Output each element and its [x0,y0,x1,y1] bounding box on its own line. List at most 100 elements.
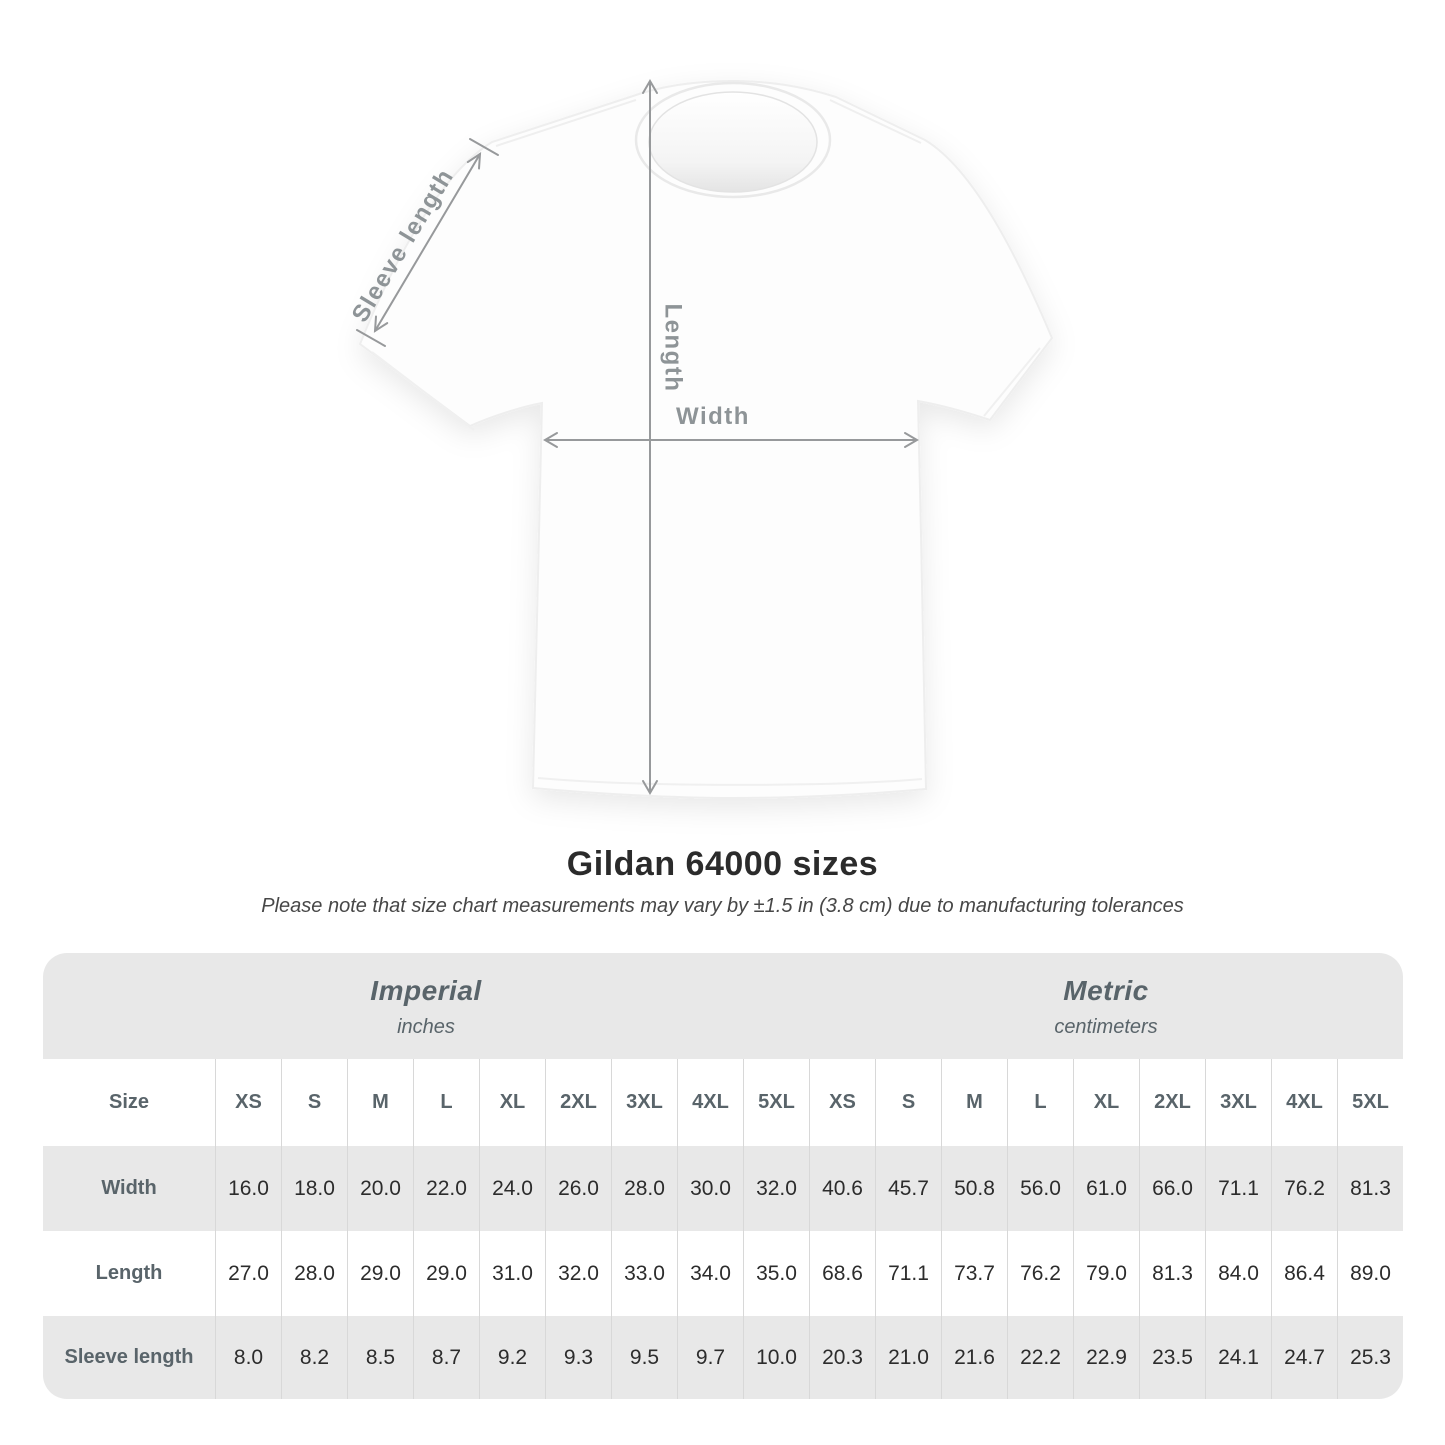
sleeve-metric-cell: 21.6 [941,1316,1007,1399]
length-label: Length [660,304,687,393]
sleeve-hem-right [983,347,1041,417]
width-label: Width [676,403,750,430]
width-metric-cell: 56.0 [1007,1146,1073,1231]
sleeve-hem-left [371,351,475,431]
table-header-row: Size XS S M L XL 2XL 3XL 4XL 5XL XS S M L XL 2XL 3XL 4X… [43,1059,1403,1146]
metric-unit: centimeters [1054,1016,1158,1038]
width-metric-cell: 50.8 [941,1146,1007,1231]
size-header-cell: L [1007,1059,1073,1146]
length-imperial-cell: 35.0 [743,1231,809,1316]
size-header-cell: 2XL [1139,1059,1205,1146]
width-imperial-cell: 22.0 [413,1146,479,1231]
metric-title: Metric [1063,975,1149,1006]
width-metric-cell: 40.6 [809,1146,875,1231]
size-header-cell: 3XL [611,1059,677,1146]
length-imperial-cell: 29.0 [347,1231,413,1316]
size-header-cell: XL [1073,1059,1139,1146]
size-header-cell: 5XL [1337,1059,1403,1146]
sleeve-metric-cell: 24.7 [1271,1316,1337,1399]
row-label-length: Length [95,1262,163,1284]
length-imperial-cell: 33.0 [611,1231,677,1316]
size-header-cell: S [875,1059,941,1146]
unit-band: Imperial inches Metric centimeters [43,953,1403,1059]
size-header-cell: 5XL [743,1059,809,1146]
width-metric-cell: 66.0 [1139,1146,1205,1231]
length-metric-cell: 86.4 [1271,1231,1337,1316]
size-header-cell: 4XL [1271,1059,1337,1146]
length-metric-cell: 89.0 [1337,1231,1403,1316]
width-metric-cell: 81.3 [1337,1146,1403,1231]
sleeve-metric-cell: 21.0 [875,1316,941,1399]
width-metric-cell: 45.7 [875,1146,941,1231]
table-row-width: Width 16.0 18.0 20.0 22.0 24.0 26.0 28.0 30.0 32… [43,1146,1403,1231]
row-label-width: Width [101,1177,157,1199]
width-imperial-cell: 18.0 [281,1146,347,1231]
sleeve-metric-cell: 24.1 [1205,1316,1271,1399]
width-metric-cell: 71.1 [1205,1146,1271,1231]
page-subtitle: Please note that size chart measurements… [261,895,1184,917]
collar-band [634,81,832,199]
width-imperial-cell: 20.0 [347,1146,413,1231]
sleeve-metric-cell: 22.2 [1007,1316,1073,1399]
length-imperial-cell: 34.0 [677,1231,743,1316]
size-column-header: Size [108,1091,150,1113]
length-imperial-cell: 32.0 [545,1231,611,1316]
size-header-cell: 4XL [677,1059,743,1146]
bottom-hem-seam [537,777,923,786]
length-metric-cell: 71.1 [875,1231,941,1316]
size-table: Imperial inches Metric centimeters Size … [43,953,1403,1399]
sleeve-metric-cell: 25.3 [1337,1316,1403,1399]
length-imperial-cell: 29.0 [413,1231,479,1316]
sleeve-metric-cell: 23.5 [1139,1316,1205,1399]
size-header-cell: S [281,1059,347,1146]
size-header-cell: 2XL [545,1059,611,1146]
length-metric-cell: 81.3 [1139,1231,1205,1316]
sleeve-imperial-cell: 9.3 [545,1316,611,1399]
length-metric-cell: 79.0 [1073,1231,1139,1316]
size-header-cell: XS [215,1059,281,1146]
sleeve-imperial-cell: 8.2 [281,1316,347,1399]
sleeve-imperial-cell: 10.0 [743,1316,809,1399]
width-imperial-cell: 28.0 [611,1146,677,1231]
sleeve-metric-cell: 20.3 [809,1316,875,1399]
length-metric-cell: 73.7 [941,1231,1007,1316]
tshirt-graphic: Length Width Sleeve length [347,79,1054,800]
row-label-sleeve-length: Sleeve length [64,1346,194,1368]
length-imperial-cell: 27.0 [215,1231,281,1316]
size-header-cell: M [941,1059,1007,1146]
neck-opening [648,91,818,193]
sleeve-imperial-cell: 8.0 [215,1316,281,1399]
width-imperial-cell: 26.0 [545,1146,611,1231]
imperial-group-header: Imperial inches [43,953,809,1059]
tshirt-diagram: Length Width Sleeve length [347,79,1054,800]
width-imperial-cell: 16.0 [215,1146,281,1231]
size-header-cell: L [413,1059,479,1146]
sleeve-imperial-cell: 9.5 [611,1316,677,1399]
size-header-cell: XL [479,1059,545,1146]
size-header-cell: M [347,1059,413,1146]
length-imperial-cell: 31.0 [479,1231,545,1316]
length-arrow [642,79,658,795]
size-header-cell: XS [809,1059,875,1146]
width-arrow [543,432,919,448]
width-metric-cell: 61.0 [1073,1146,1139,1231]
length-metric-cell: 84.0 [1205,1231,1271,1316]
page-title: Gildan 64000 sizes [566,845,879,883]
table-row-length: Length 27.0 28.0 29.0 29.0 31.0 32.0 33.0 34.0 3… [43,1231,1403,1316]
sleeve-imperial-cell: 8.7 [413,1316,479,1399]
width-metric-cell: 76.2 [1271,1146,1337,1231]
imperial-unit: inches [397,1016,455,1038]
width-imperial-cell: 30.0 [677,1146,743,1231]
sleeve-imperial-cell: 8.5 [347,1316,413,1399]
shoulder-seam-left [495,99,637,147]
sleeve-metric-cell: 22.9 [1073,1316,1139,1399]
length-metric-cell: 76.2 [1007,1231,1073,1316]
sleeve-imperial-cell: 9.7 [677,1316,743,1399]
length-imperial-cell: 28.0 [281,1231,347,1316]
width-imperial-cell: 32.0 [743,1146,809,1231]
shoulder-seam-right [829,99,922,144]
sleeve-imperial-cell: 9.2 [479,1316,545,1399]
table-row-sleeve-length: Sleeve length 8.0 8.2 8.5 8.7 9.2 9.3 9.5 9.7 10… [43,1316,1403,1399]
size-header-cell: 3XL [1205,1059,1271,1146]
